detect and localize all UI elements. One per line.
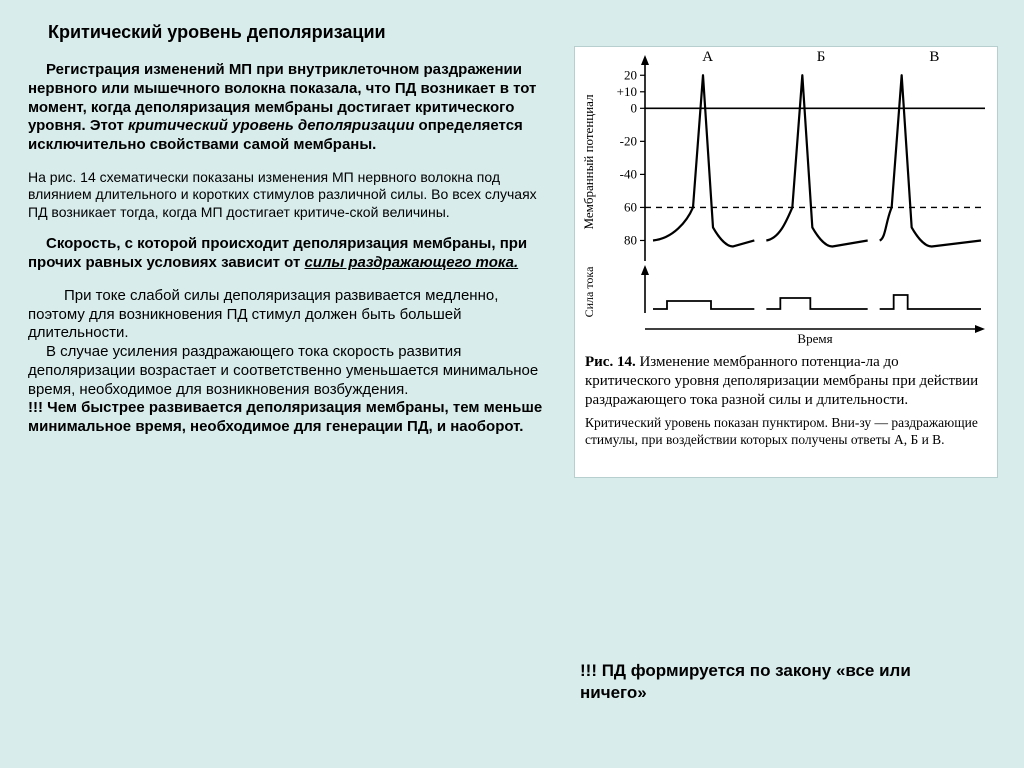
figure-caption-sub: Критический уровень показан пунктиром. В…	[575, 413, 997, 457]
membrane-potential-chart: 20 +100 -20 -40 60 80 Мембранный потенциал А Б В С…	[575, 47, 999, 347]
paragraph-1: Регистрация изменений МП при внутриклето…	[28, 61, 548, 155]
paragraph-2: На рис. 14 схематически показаны изменен…	[28, 169, 548, 222]
figure-caption: Рис. 14. Изменение мембранного потенциа-…	[575, 347, 997, 413]
svg-text:80: 80	[624, 232, 637, 247]
svg-text:А: А	[702, 49, 713, 65]
paragraph-4: При токе слабой силы деполяризация разви…	[28, 287, 548, 343]
svg-text:Мембранный потенциал: Мембранный потенциал	[581, 94, 596, 230]
page-title: Критический уровень деполяризации	[48, 22, 548, 43]
paragraph-6: !!! Чем быстрее развивается деполяризаци…	[28, 399, 548, 437]
svg-text:Время: Время	[797, 331, 832, 346]
svg-text:В: В	[929, 49, 939, 65]
svg-text:60: 60	[624, 199, 637, 214]
svg-text:Сила тока: Сила тока	[582, 266, 596, 317]
svg-text:20: 20	[624, 67, 637, 82]
svg-text:0: 0	[631, 100, 638, 115]
svg-text:Б: Б	[817, 49, 826, 65]
paragraph-3: Скорость, с которой происходит деполяриз…	[28, 235, 548, 273]
paragraph-5: В случае усиления раздражающего тока ско…	[28, 343, 548, 399]
svg-text:-40: -40	[620, 166, 637, 181]
svg-text:-20: -20	[620, 133, 637, 148]
svg-text:+10: +10	[617, 84, 637, 99]
figure-14: 20 +100 -20 -40 60 80 Мембранный потенциал А Б В С…	[574, 46, 998, 478]
bottom-note: !!! ПД формируется по закону «все или ни…	[580, 660, 980, 704]
